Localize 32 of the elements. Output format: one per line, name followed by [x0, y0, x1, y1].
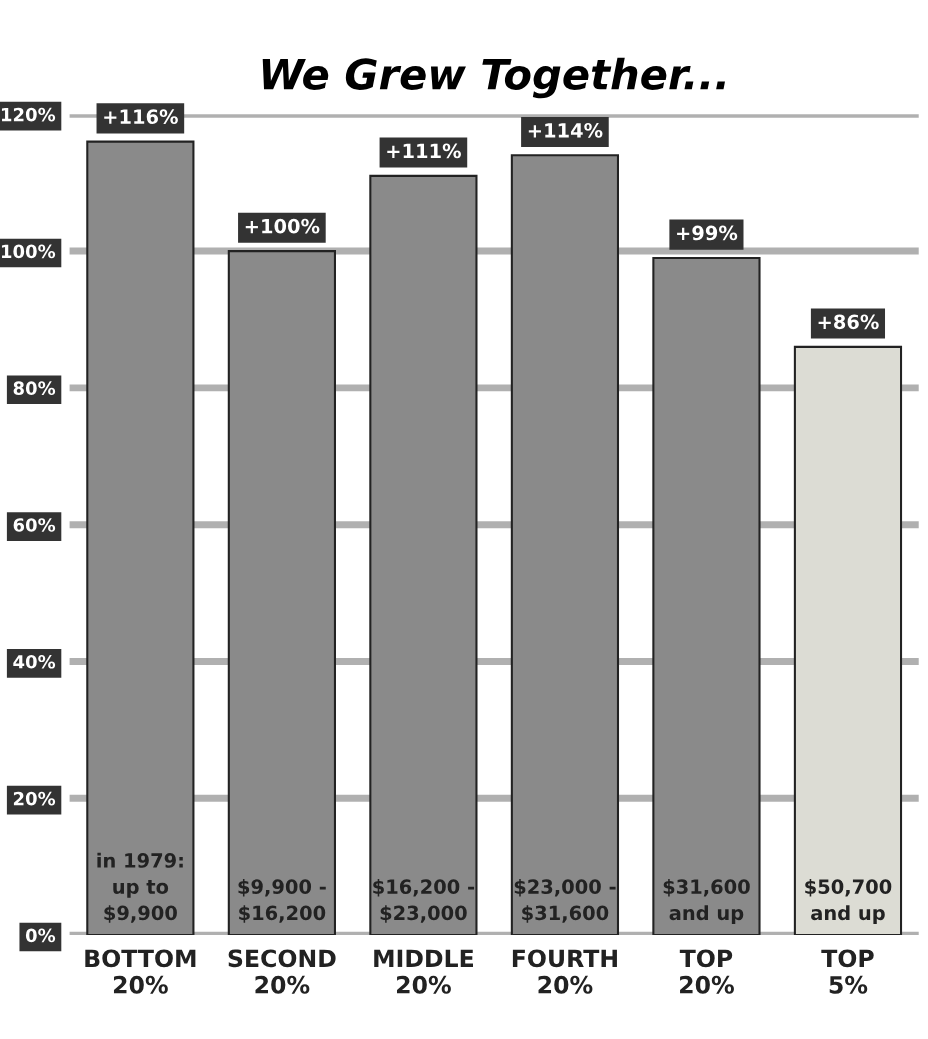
- annotation: $31,600 and up: [663, 878, 750, 924]
- x-tick-label: MIDDLE 20%: [374, 949, 473, 994]
- x-tick-label: BOTTOM 20%: [85, 949, 196, 994]
- data-label: +86%: [818, 314, 879, 330]
- data-label: +114%: [528, 122, 603, 138]
- annotation: $23,000 - $31,600: [514, 878, 616, 923]
- x-tick-label: TOP 5%: [821, 949, 874, 994]
- y-tick-label: 80%: [13, 381, 56, 396]
- bar: [652, 256, 761, 936]
- data-label: +100%: [245, 218, 320, 234]
- y-tick-label: 0%: [25, 928, 56, 943]
- annotation: $16,200 - $23,000: [373, 878, 475, 923]
- bar: [227, 250, 336, 936]
- bar: [510, 154, 620, 936]
- data-label: +111%: [387, 143, 461, 159]
- bar: [86, 140, 195, 936]
- y-tick-label: 120%: [1, 107, 56, 122]
- chart-title: We Grew Together...: [262, 57, 725, 99]
- x-tick-label: FOURTH 20%: [512, 949, 617, 994]
- x-tick-label: SECOND 20%: [228, 949, 336, 994]
- y-tick-label: 20%: [13, 791, 56, 806]
- data-label: +116%: [104, 109, 178, 124]
- bar: [793, 345, 903, 936]
- y-tick-label: 40%: [13, 654, 56, 669]
- bar: [369, 174, 478, 936]
- data-label: +99%: [677, 225, 738, 241]
- y-tick-label: 100%: [1, 244, 56, 259]
- annotation: $9,900 - $16,200: [238, 878, 326, 923]
- y-tick-label: 60%: [13, 518, 56, 532]
- annotation: in 1979: up to $9,900: [97, 852, 183, 923]
- x-tick-label: TOP 20%: [679, 949, 734, 994]
- annotation: $50,700 and up: [805, 878, 892, 924]
